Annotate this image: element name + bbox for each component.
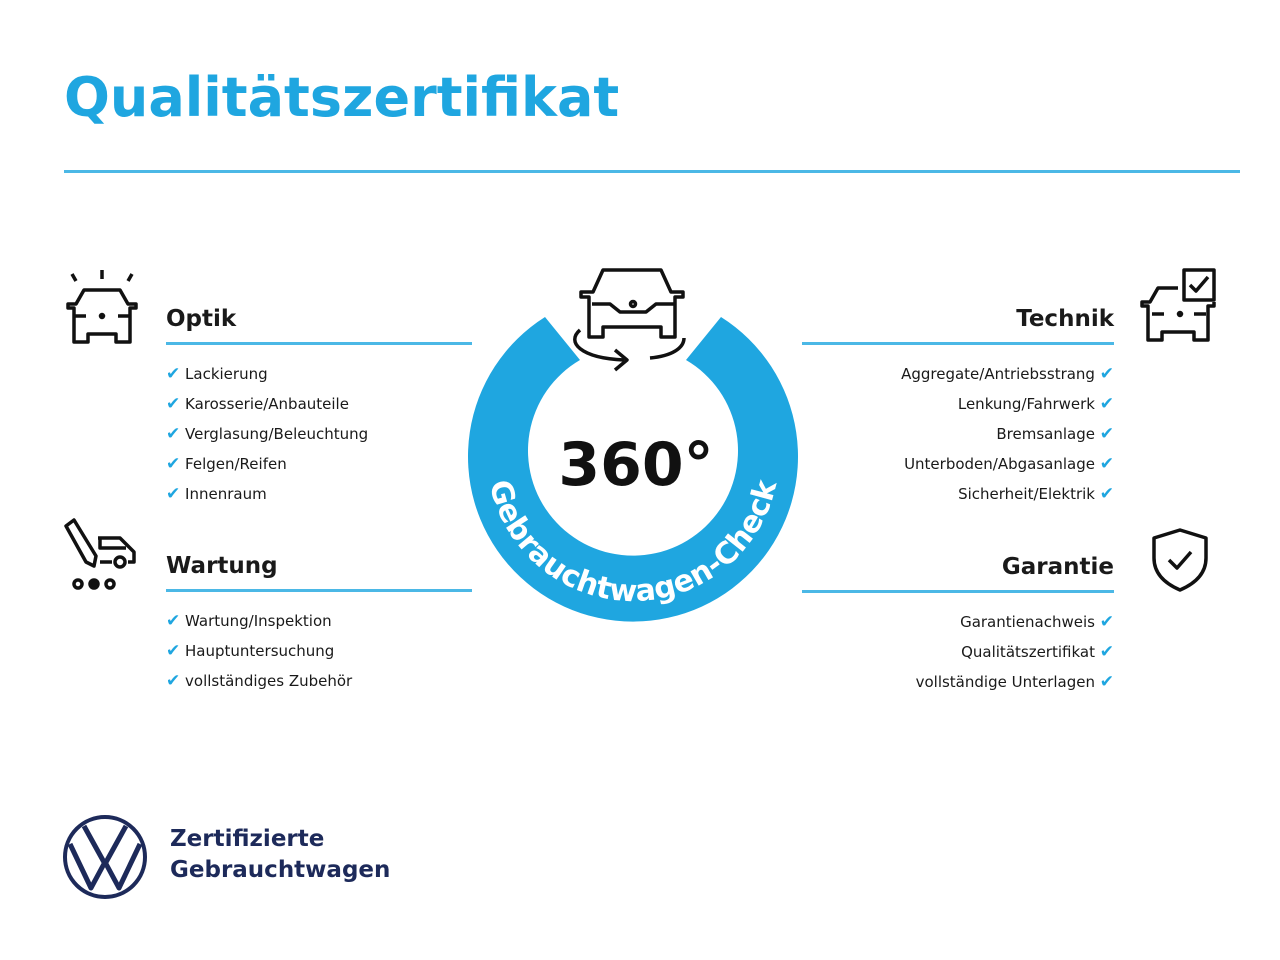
- check-icon: ✔: [166, 454, 181, 474]
- check-icon: ✔: [1099, 672, 1114, 692]
- check-icon: ✔: [1099, 612, 1114, 632]
- car-service-icon: [64, 518, 136, 590]
- page-title: Qualitätszertifikat: [64, 66, 620, 129]
- vw-logo: [63, 815, 147, 899]
- shield-check-icon: [1152, 528, 1208, 592]
- check-icon: ✔: [1099, 424, 1114, 444]
- list-item: Qualitätszertifikat ✔: [961, 642, 1114, 662]
- section-heading: Wartung: [166, 553, 278, 579]
- check-icon: ✔: [166, 424, 181, 444]
- section-heading: Technik: [1016, 306, 1114, 332]
- check-icon: ✔: [166, 641, 181, 661]
- section-technik: Technik Aggregate/Antriebsstrang ✔ Lenku…: [802, 302, 1114, 509]
- list-item: ✔ Lackierung: [166, 364, 268, 384]
- section-optik: Optik ✔ Lackierung ✔ Karosserie/Anbautei…: [166, 302, 472, 509]
- list-item: ✔ Hauptuntersuchung: [166, 641, 335, 661]
- section-heading: Garantie: [1001, 554, 1114, 580]
- check-icon: ✔: [1099, 642, 1114, 662]
- list-item: vollständige Unterlagen ✔: [915, 672, 1114, 692]
- section-garantie: Garantie Garantienachweis ✔ Qualitätszer…: [802, 550, 1114, 697]
- badge-ring: [468, 317, 798, 622]
- car-lights-icon: [66, 270, 138, 344]
- section-divider: [166, 589, 472, 592]
- list-item: ✔ Innenraum: [166, 484, 267, 504]
- list-item: ✔ Wartung/Inspektion: [166, 611, 332, 631]
- title-divider: [64, 170, 1240, 173]
- section-divider: [166, 342, 472, 345]
- check-icon: ✔: [1099, 454, 1114, 474]
- list-item: ✔ vollständiges Zubehör: [166, 671, 353, 691]
- list-item: Unterboden/Abgasanlage ✔: [904, 454, 1114, 474]
- section-wartung: Wartung ✔ Wartung/Inspektion ✔ Hauptunte…: [166, 549, 472, 696]
- section-divider: [802, 342, 1114, 345]
- list-item: ✔ Verglasung/Beleuchtung: [166, 424, 369, 444]
- list-item: Garantienachweis ✔: [960, 612, 1114, 632]
- check-icon: ✔: [166, 484, 181, 504]
- section-heading: Optik: [166, 306, 237, 332]
- section-divider: [802, 590, 1114, 593]
- footer-brand-text: Zertifizierte Gebrauchtwagen: [170, 826, 391, 883]
- car-checkbox-icon: [1140, 268, 1216, 342]
- check-icon: ✔: [166, 364, 181, 384]
- list-item: Lenkung/Fahrwerk ✔: [957, 394, 1114, 414]
- list-item: Aggregate/Antriebsstrang ✔: [901, 364, 1114, 384]
- check-icon: ✔: [166, 394, 181, 414]
- rotating-car-icon: [573, 268, 686, 372]
- list-item: ✔ Karosserie/Anbauteile: [166, 394, 349, 414]
- check-icon: ✔: [166, 611, 181, 631]
- check-icon: ✔: [1099, 394, 1114, 414]
- badge-number: 360°: [558, 430, 713, 500]
- list-item: Sicherheit/Elektrik ✔: [958, 484, 1114, 504]
- check-icon: ✔: [166, 671, 181, 691]
- check-icon: ✔: [1099, 364, 1114, 384]
- list-item: ✔ Felgen/Reifen: [166, 454, 287, 474]
- list-item: Bremsanlage ✔: [996, 424, 1114, 444]
- check-icon: ✔: [1099, 484, 1114, 504]
- 360-badge: 360° Gebrauchtwagen-Check: [468, 268, 798, 622]
